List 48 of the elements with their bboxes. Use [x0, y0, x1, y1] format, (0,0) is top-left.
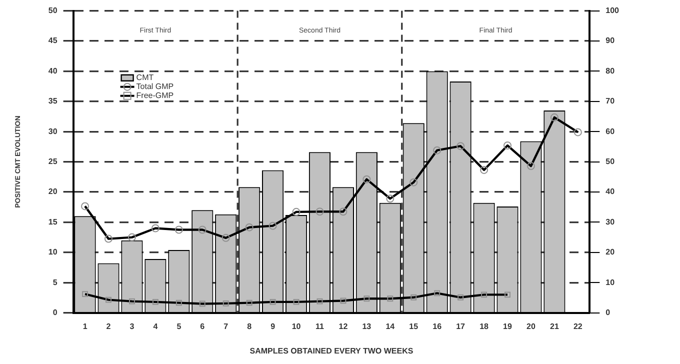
- y-tick-label: 20: [48, 187, 58, 196]
- y-tick-label: 40: [48, 66, 58, 76]
- x-tick-label: 5: [176, 322, 182, 331]
- x-tick-label: 14: [386, 322, 396, 331]
- y2-tick-label: 70: [606, 96, 616, 106]
- y2-tick-label: 90: [606, 36, 616, 46]
- x-tick-label: 19: [503, 322, 512, 331]
- x-tick-label: 7: [224, 322, 229, 331]
- x-tick-label: 13: [362, 322, 372, 331]
- x-tick-label: 3: [130, 322, 135, 331]
- x-tick-label: 11: [316, 322, 325, 331]
- y2-tick-label: 0: [606, 308, 611, 318]
- y2-tick-label: 100: [606, 6, 620, 16]
- y2-tick-label: 60: [606, 126, 616, 136]
- x-tick-label: 16: [432, 322, 442, 331]
- x-tick-label: 1: [82, 322, 88, 331]
- y-tick-label: 0: [52, 308, 58, 318]
- x-tick-label: 12: [338, 322, 348, 331]
- y2-tick-label: 80: [606, 66, 616, 76]
- y2-tick-label: 10: [606, 278, 616, 287]
- x-tick-label: 20: [526, 322, 536, 331]
- x-tick-label: 21: [550, 322, 560, 331]
- y-tick-label: 30: [48, 126, 58, 136]
- x-tick-label: 15: [409, 322, 419, 331]
- legend-label: CMT: [136, 73, 154, 82]
- y-tick-label: 50: [48, 6, 58, 16]
- x-tick-label: 4: [153, 322, 158, 331]
- y2-tick-label: 20: [606, 248, 616, 257]
- y-tick-label: 15: [48, 217, 58, 226]
- y-tick-label: 25: [48, 157, 58, 166]
- y-tick-label: 45: [48, 36, 58, 46]
- y2-tick-label: 30: [606, 217, 616, 226]
- x-axis-title: SAMPLES OBTAINED EVERY TWO WEEKS: [250, 346, 414, 356]
- y-tick-label: 5: [52, 278, 58, 287]
- x-tick-label: 17: [456, 322, 466, 331]
- y2-tick-label: 50: [606, 157, 616, 166]
- legend-label: Free-GMP: [136, 91, 174, 100]
- y-tick-label: 10: [48, 248, 58, 257]
- y-tick-label: 35: [48, 96, 58, 106]
- legend-label: Total GMP: [136, 82, 174, 92]
- x-tick-label: 22: [573, 322, 583, 331]
- y2-tick-label: 40: [606, 187, 616, 196]
- x-tick-label: 8: [247, 322, 252, 331]
- x-tick-label: 18: [480, 322, 490, 331]
- x-tick-label: 6: [200, 322, 206, 331]
- x-tick-label: 2: [106, 322, 112, 331]
- x-tick-label: 9: [270, 322, 276, 331]
- x-tick-label: 10: [292, 322, 302, 331]
